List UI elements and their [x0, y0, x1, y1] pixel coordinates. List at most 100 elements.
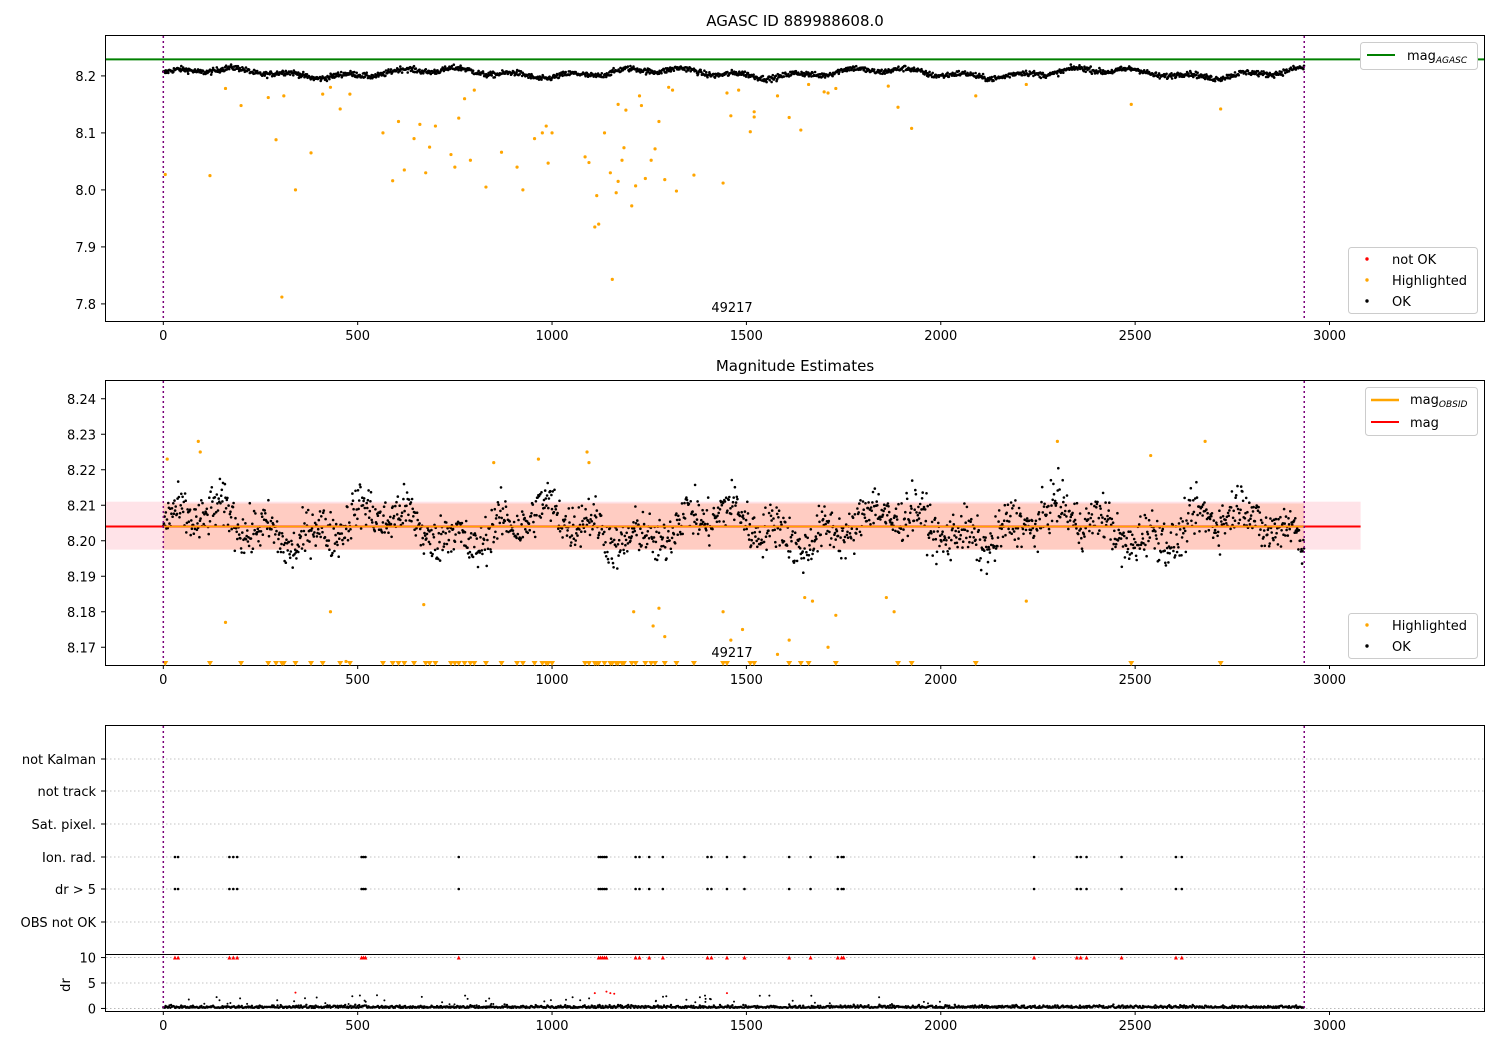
ok-point: [849, 537, 853, 540]
ok-point: [968, 535, 972, 539]
ok-point: [330, 553, 334, 557]
ok-point: [180, 492, 183, 496]
ok-point: [594, 516, 598, 519]
ok-point: [576, 534, 579, 537]
ok-point: [438, 540, 441, 544]
ok-point: [185, 531, 188, 534]
ok-point: [931, 554, 934, 557]
ok-point: [665, 71, 668, 74]
ok-point: [989, 532, 992, 535]
ok-point: [1084, 70, 1087, 74]
y-tick-label: 8.20: [67, 535, 96, 550]
ok-point: [1008, 76, 1012, 79]
ok-point: [234, 516, 237, 520]
ok-point: [921, 491, 924, 494]
ok-point: [1109, 538, 1112, 541]
out-of-range-marker: [531, 661, 538, 666]
ok-point: [886, 502, 890, 505]
ok-point: [1108, 501, 1111, 505]
ok-point: [935, 550, 939, 554]
out-of-range-marker: [308, 661, 315, 666]
ok-point: [529, 76, 533, 80]
ok-point: [487, 71, 490, 75]
ok-point: [292, 531, 296, 535]
ok-point: [570, 534, 574, 537]
ok-point: [1281, 74, 1285, 77]
ok-point: [181, 510, 185, 514]
ok-point: [910, 507, 913, 510]
ok-point: [1171, 523, 1175, 527]
ok-point: [1089, 516, 1092, 520]
ok-point: [577, 506, 581, 509]
ok-point: [946, 552, 950, 556]
ok-point: [1161, 527, 1165, 531]
ok-point: [290, 543, 294, 546]
ok-point: [1155, 537, 1158, 541]
ok-point: [519, 537, 523, 540]
out-of-range-marker: [797, 661, 804, 666]
ok-point: [297, 550, 300, 554]
ok-point: [459, 540, 463, 544]
ok-point: [255, 532, 258, 536]
ok-point: [932, 538, 935, 541]
ok-point: [226, 523, 230, 527]
ok-point: [369, 500, 372, 503]
ok-point: [810, 539, 814, 543]
ok-point: [698, 528, 701, 531]
highlighted-points: [163, 82, 1223, 299]
ok-point: [948, 520, 952, 523]
dr-point: [240, 1004, 243, 1008]
ok-point: [313, 521, 317, 525]
ok-point: [1258, 511, 1262, 514]
highlighted-point: [546, 161, 550, 165]
ok-point: [1201, 514, 1204, 517]
ok-point: [359, 527, 363, 530]
ok-point: [1077, 541, 1081, 545]
ok-point: [1055, 72, 1059, 75]
ok-point: [1238, 511, 1241, 515]
ok-point: [481, 70, 485, 73]
ok-point: [421, 536, 425, 540]
ok-point: [619, 549, 622, 552]
ok-point: [173, 499, 176, 502]
x-tick-label: 500: [345, 329, 370, 344]
ok-point: [326, 544, 329, 548]
ok-point: [745, 527, 748, 531]
panel1-title: AGASC ID 889988608.0: [706, 12, 884, 30]
ok-point: [1249, 514, 1253, 517]
ok-point: [630, 535, 633, 538]
y-tick-label: 8.21: [67, 499, 96, 514]
out-of-range-marker: [206, 661, 213, 666]
ok-point: [617, 538, 621, 542]
ok-point: [479, 536, 482, 539]
highlighted-point: [309, 151, 313, 155]
ok-point: [572, 537, 576, 540]
ok-point: [762, 540, 766, 544]
ok-point: [1146, 530, 1149, 534]
ok-point: [718, 520, 721, 523]
ok-point: [381, 521, 385, 524]
ok-point: [261, 533, 265, 536]
ok-point: [905, 491, 908, 495]
ok-point: [389, 68, 393, 71]
ok-point: [1071, 511, 1074, 515]
ok-point: [334, 533, 337, 537]
ok-point: [779, 528, 782, 531]
ok-point: [994, 547, 998, 550]
ok-point: [641, 510, 645, 514]
out-of-range-marker: [615, 661, 622, 666]
ok-point: [846, 530, 849, 534]
ok-point: [903, 517, 906, 520]
ok-point: [964, 521, 967, 524]
ok-point: [1246, 69, 1250, 73]
ok-point: [1090, 513, 1094, 516]
ok-point: [765, 531, 769, 535]
ok-point: [1027, 519, 1031, 522]
ok-point: [917, 505, 920, 509]
ok-point: [1195, 73, 1198, 77]
highlighted-point: [752, 110, 756, 114]
highlighted-point: [692, 173, 696, 177]
ok-point: [432, 535, 436, 539]
ok-point: [905, 497, 909, 501]
ok-point: [683, 517, 687, 520]
